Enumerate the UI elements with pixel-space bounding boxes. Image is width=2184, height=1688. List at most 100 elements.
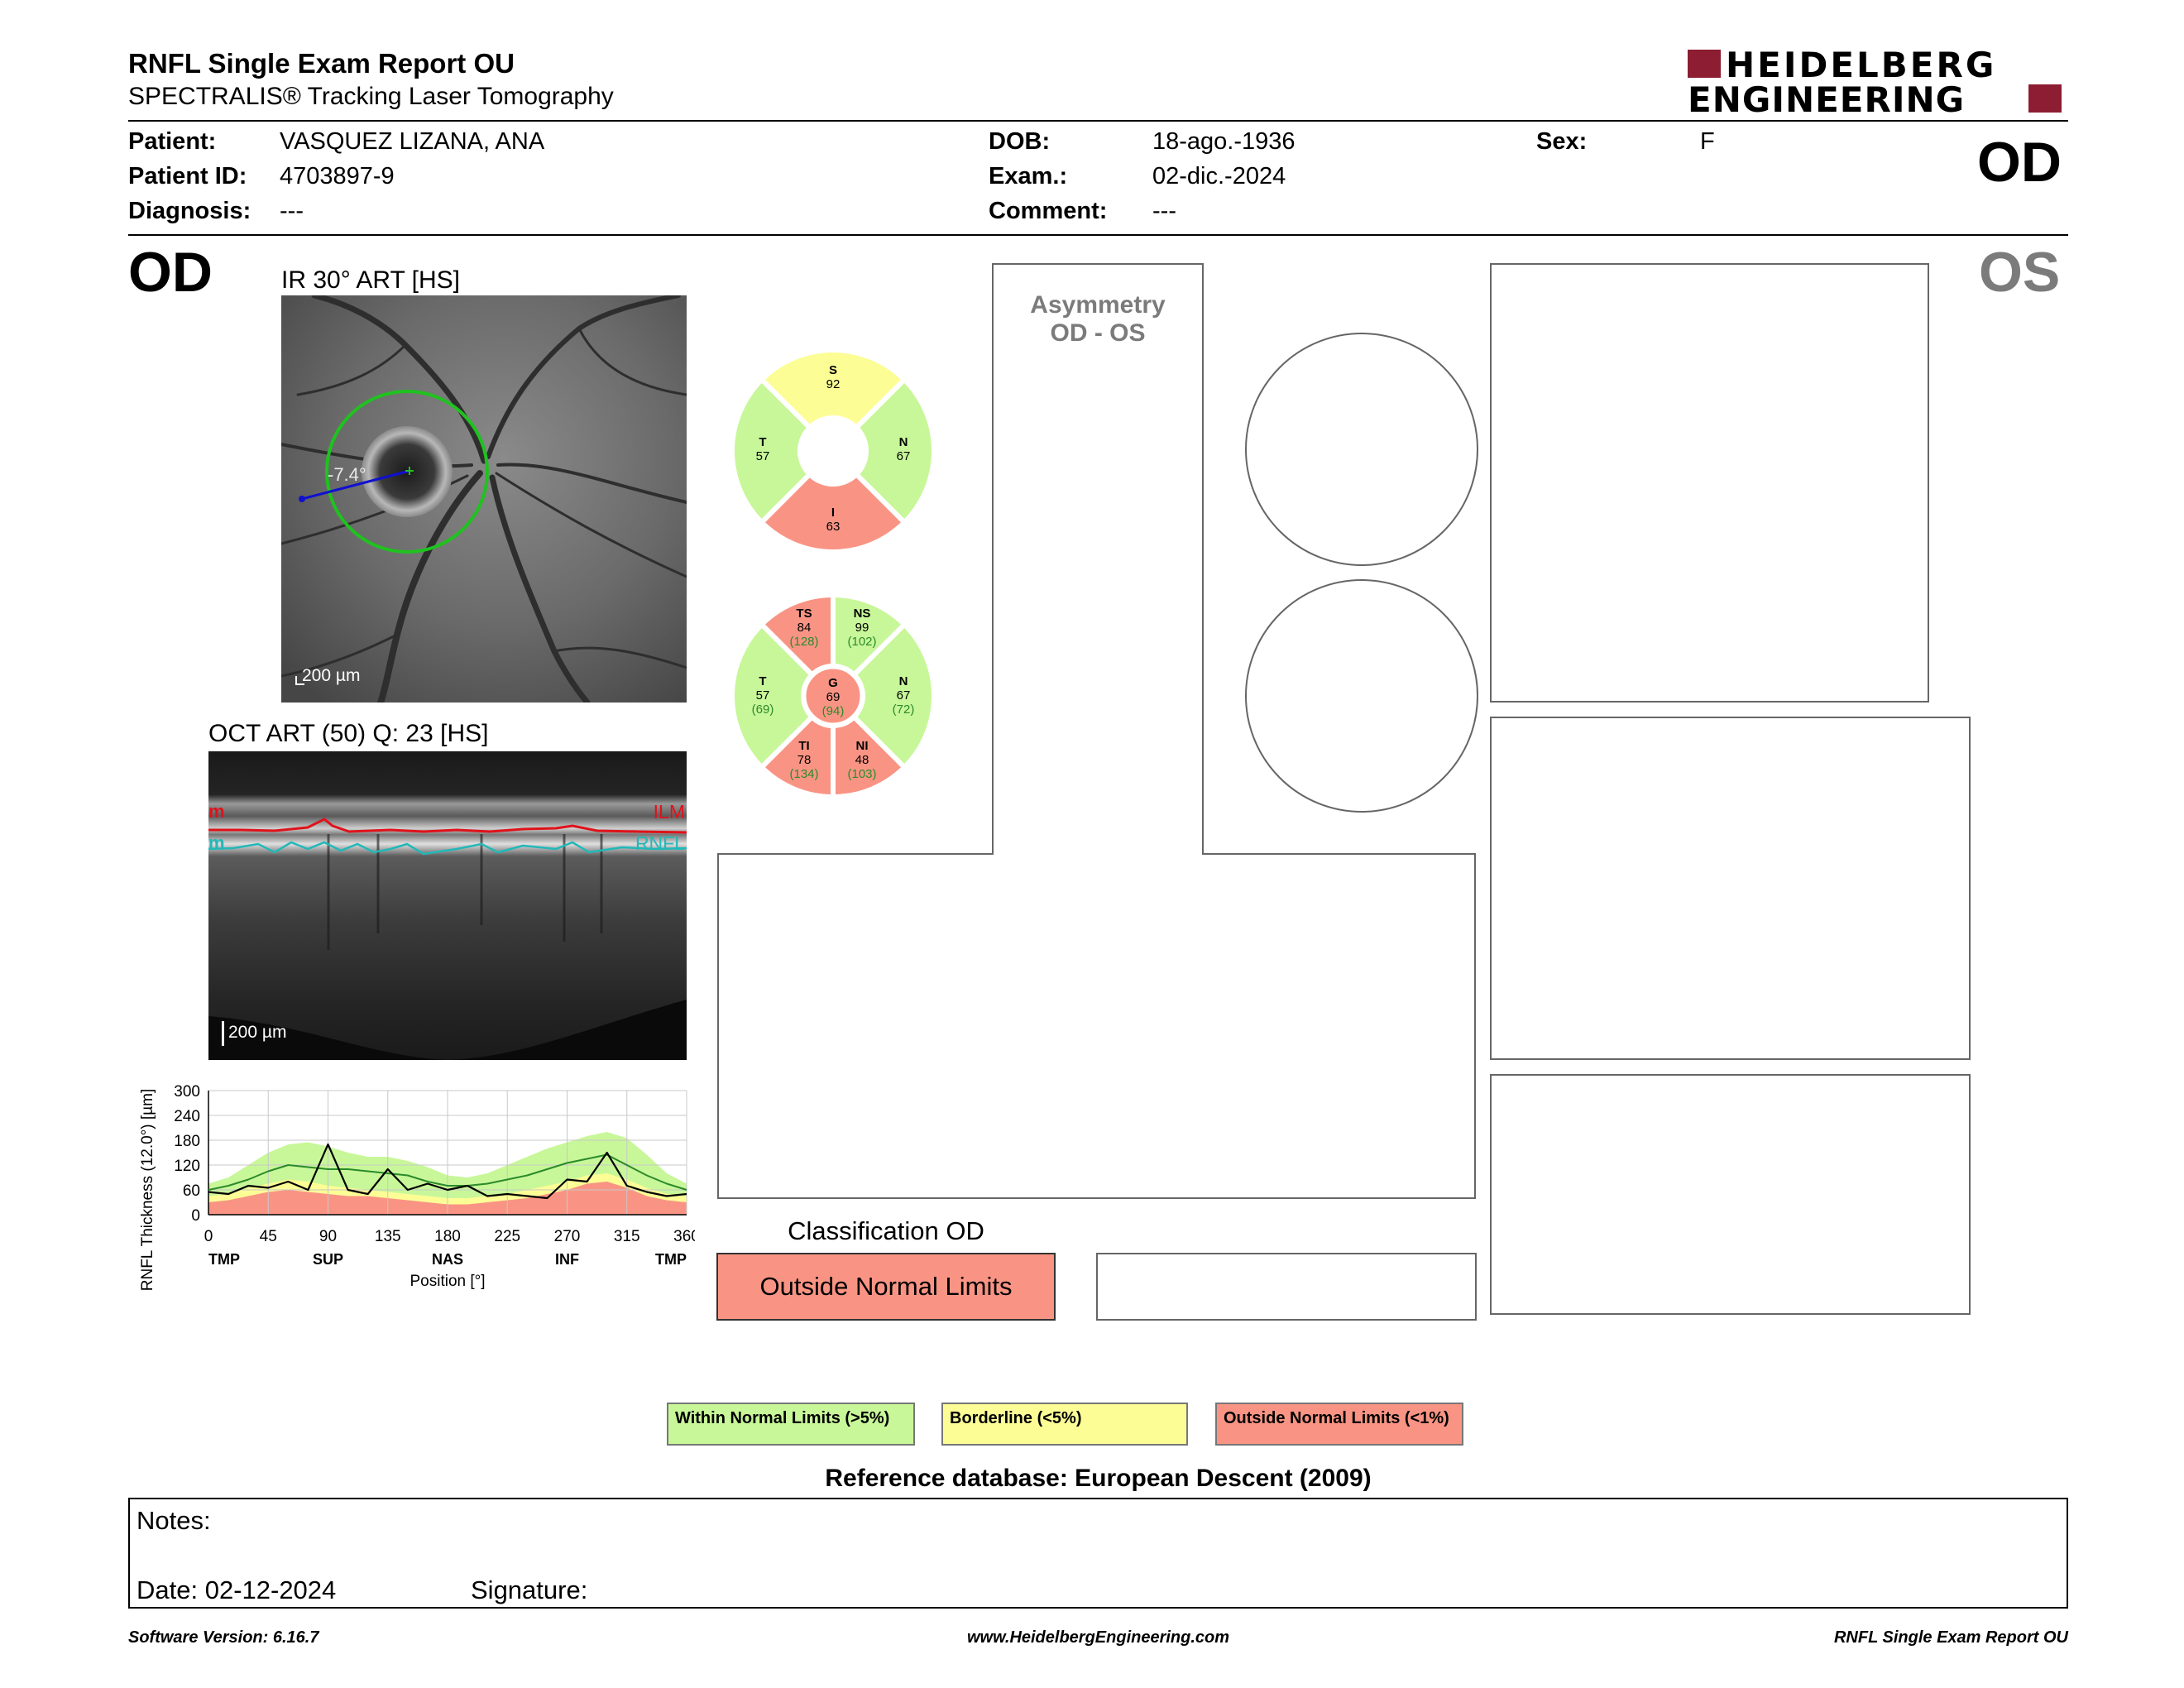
- sector4-s-label: S: [829, 363, 837, 377]
- header-divider: [128, 120, 2068, 122]
- sector6-g: [803, 666, 863, 726]
- sector6-t-normative: (69): [752, 703, 774, 717]
- sector6-t-label: T: [759, 674, 766, 688]
- classification-title: Classification OD: [788, 1216, 984, 1245]
- report-subtitle: SPECTRALIS® Tracking Laser Tomography: [128, 83, 614, 110]
- os-classification-placeholder: [1096, 1253, 1477, 1321]
- sector6-ns-label: NS: [854, 607, 871, 621]
- logo-text-engineering: ENGINEERING: [1688, 79, 1966, 120]
- oct-rnfl-label: RNFL: [635, 832, 685, 854]
- sector4-t-label: T: [759, 435, 766, 449]
- sector6-g-value: 69: [826, 690, 841, 704]
- sector6-ni: [831, 713, 908, 800]
- x-tick-label: 90: [319, 1228, 337, 1245]
- asymmetry-title-line2: OD - OS: [1050, 319, 1146, 347]
- asymmetry-title: Asymmetry OD - OS: [993, 291, 1203, 348]
- date-label: Date: 02-12-2024: [136, 1575, 337, 1604]
- sex-label: Sex:: [1536, 128, 1588, 155]
- legend-borderline: Borderline (<5%): [941, 1403, 1188, 1446]
- series-patient-thickness: [208, 1143, 687, 1200]
- sector6-ts-value: 84: [797, 621, 812, 635]
- os-oct-image-placeholder: [1490, 717, 1971, 1060]
- logo-red-square-top: [1688, 50, 1721, 78]
- os-sector-circle-bottom: [1245, 579, 1478, 813]
- sector6-ni-value: 48: [855, 753, 869, 767]
- signature-label: Signature:: [471, 1575, 588, 1604]
- logo-red-square-bottom: [2028, 84, 2062, 113]
- asymmetry-title-line1: Asymmetry: [1030, 291, 1166, 319]
- eye-label-os: OS: [1979, 241, 2061, 304]
- x-tick-label: 0: [204, 1228, 213, 1245]
- sector6-ns: [831, 592, 908, 679]
- comment-value: ---: [1152, 198, 1176, 224]
- notes-box: Notes: Date: 02-12-2024 Signature:: [128, 1498, 2068, 1609]
- x-tick-label: 360: [673, 1228, 695, 1245]
- sector6-n: [850, 621, 936, 771]
- dob-value: 18-ago.-1936: [1152, 128, 1296, 155]
- sector-chart-4: S 92 T 57 I 63 N 67: [730, 348, 936, 554]
- sector6-t-value: 57: [756, 688, 770, 703]
- sector6-ts-normative: (128): [789, 635, 818, 649]
- x-tick-label: 225: [494, 1228, 520, 1245]
- reference-database: Reference database: European Descent (20…: [825, 1465, 1372, 1492]
- sector6-ni-normative: (103): [847, 767, 876, 781]
- asymmetry-frame: [716, 263, 1478, 1200]
- ir-angle-label: -7.4°: [328, 464, 366, 485]
- ir-image-title: IR 30° ART [HS]: [281, 266, 460, 294]
- notes-label: Notes:: [136, 1506, 211, 1535]
- x-tick-label: 315: [614, 1228, 640, 1245]
- sector6-ni-label: NI: [856, 739, 869, 753]
- patient-label: Patient:: [128, 128, 217, 155]
- y-axis-title: RNFL Thickness (12.0°) [µm]: [139, 1089, 156, 1292]
- sector4-n-value: 67: [897, 449, 911, 463]
- eye-label-top: OD: [1977, 131, 2062, 194]
- patient-id: 4703897-9: [280, 163, 395, 189]
- legend-outside-normal: Outside Normal Limits (<1%): [1215, 1403, 1463, 1446]
- sector4-n-label: N: [899, 435, 908, 449]
- exam-label: Exam.:: [989, 163, 1068, 189]
- legend-within-normal: Within Normal Limits (>5%): [667, 1403, 915, 1446]
- thickness-chart-svg: 0 60 120 180 240 300 0 45 90 135 180 225 270 315 360 TM…: [139, 1083, 700, 1292]
- footer-software-version: Software Version: 6.16.7: [128, 1628, 319, 1647]
- footer-report-name: RNFL Single Exam Report OU: [1833, 1628, 2068, 1647]
- region-label: INF: [555, 1251, 579, 1268]
- sector4-i-value: 63: [826, 520, 841, 534]
- sector4-t-value: 57: [756, 449, 770, 463]
- x-tick-label: 45: [260, 1228, 277, 1245]
- eye-label-od: OD: [128, 241, 213, 304]
- region-label: NAS: [432, 1251, 463, 1268]
- sector6-t: [730, 621, 816, 771]
- oct-bscan-image: m m ILM RNFL 200 µm: [208, 751, 687, 1060]
- patient-divider: [128, 234, 2068, 236]
- series-normative-mean: [208, 1153, 687, 1191]
- ir-fundus-image: -7.4° 200 µm: [281, 295, 687, 703]
- y-tick-label: 60: [183, 1182, 200, 1200]
- sector6-ns-normative: (102): [847, 635, 876, 649]
- diagnosis-value: ---: [280, 198, 304, 224]
- report-title: RNFL Single Exam Report OU: [128, 48, 515, 79]
- patient-name: VASQUEZ LIZANA, ANA: [280, 128, 545, 155]
- patient-id-label: Patient ID:: [128, 163, 247, 189]
- x-axis-title: Position [°]: [410, 1273, 485, 1290]
- diagnosis-label: Diagnosis:: [128, 198, 251, 224]
- y-tick-label: 0: [191, 1207, 200, 1225]
- oct-image-title: OCT ART (50) Q: 23 [HS]: [208, 720, 489, 747]
- sector6-ti-label: TI: [798, 739, 809, 753]
- sector6-ti-value: 78: [797, 753, 812, 767]
- sector4-i-label: I: [831, 506, 835, 520]
- sector4-outline: [731, 349, 935, 553]
- dob-label: DOB:: [989, 128, 1051, 155]
- os-ir-image-placeholder: [1490, 263, 1929, 703]
- oct-scale-bar: [222, 1021, 224, 1046]
- logo-text-heidelberg: HEIDELBERG: [1726, 45, 1997, 85]
- x-tick-label: 180: [434, 1228, 461, 1245]
- sex-value: F: [1700, 128, 1715, 155]
- classification-result: Outside Normal Limits: [716, 1253, 1056, 1321]
- oct-rnfl-edge-label: m: [208, 832, 225, 853]
- oct-ilm-label: ILM: [653, 801, 685, 822]
- ir-scale-label: 200 µm: [302, 666, 361, 685]
- os-sector-circle-top: [1245, 333, 1478, 566]
- sector6-ts-label: TS: [796, 607, 812, 621]
- heidelberg-logo: HEIDELBERG ENGINEERING: [1688, 45, 2068, 120]
- footer-website: www.HeidelbergEngineering.com: [966, 1628, 1230, 1647]
